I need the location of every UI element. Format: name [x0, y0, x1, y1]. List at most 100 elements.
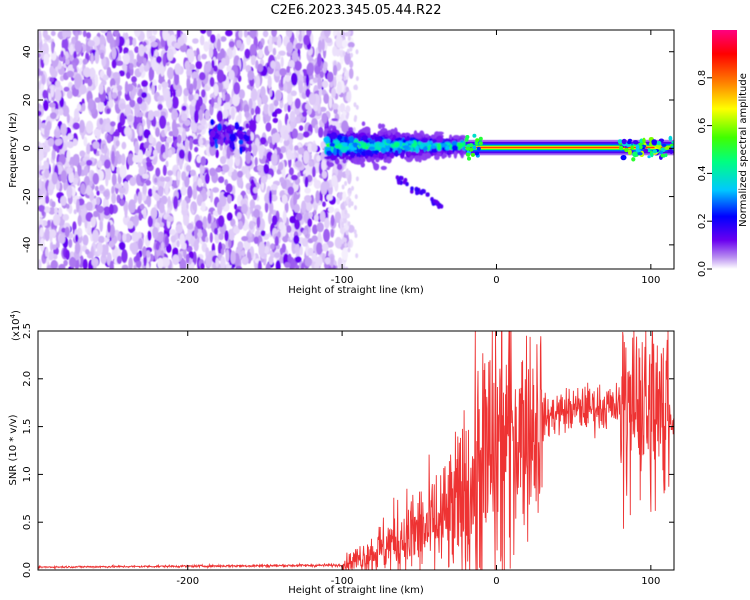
- spectrogram-blob: [343, 237, 347, 243]
- spectrogram-blob: [75, 30, 79, 42]
- spectrogram-blob: [308, 212, 313, 218]
- spectrogram-blob: [329, 124, 334, 129]
- spectrogram-blob: [475, 138, 480, 143]
- spectrogram-blob: [44, 168, 50, 179]
- spectrogram-blob: [72, 122, 80, 130]
- spectrogram-blob: [453, 150, 458, 159]
- spectrogram-blob: [270, 183, 278, 191]
- spectrogram-blob: [272, 47, 277, 56]
- spectrogram-blob: [344, 209, 348, 215]
- spectrogram-blob: [210, 130, 216, 138]
- spectrogram-blob: [54, 207, 59, 215]
- spectrogram-blob: [100, 52, 105, 60]
- spectrogram-blob: [180, 186, 187, 196]
- spectrogram-blob: [181, 129, 187, 141]
- x-tick-label: -100: [331, 576, 354, 587]
- spectrogram-blob: [431, 148, 438, 153]
- spectrogram-blob: [222, 108, 229, 119]
- spectrogram-blob: [79, 84, 87, 95]
- spectrogram-blob: [274, 252, 281, 259]
- spectrogram-blob: [235, 265, 243, 269]
- spectrogram-blob: [138, 212, 143, 221]
- spectrogram-blob: [290, 174, 298, 181]
- spectrogram-blob: [365, 150, 373, 156]
- spectrogram-blob: [195, 60, 203, 70]
- spectrogram-blob: [158, 115, 167, 129]
- spectrogram-blob: [241, 250, 246, 257]
- spectrogram-blob: [631, 157, 636, 162]
- spectrogram-blob: [451, 145, 459, 151]
- spectrogram-blob: [124, 81, 129, 95]
- spectrogram-blob: [250, 108, 255, 116]
- spectrogram-blob: [220, 36, 227, 42]
- spectrogram-blob: [173, 42, 181, 49]
- spectrogram-blob: [135, 259, 142, 269]
- spectrogram-blob: [171, 96, 179, 109]
- spectrogram-blob: [211, 59, 215, 69]
- snr-frame: [37, 330, 675, 571]
- spectrogram-blob: [55, 125, 59, 132]
- spectrogram-blob: [331, 87, 336, 99]
- spectrogram-blob: [111, 59, 117, 69]
- spectrogram-blob: [385, 138, 391, 144]
- spectrogram-blob: [164, 176, 171, 182]
- spectrogram-blob: [312, 77, 318, 84]
- spectrogram-blob: [355, 104, 359, 110]
- spectrogram-blob: [188, 93, 194, 102]
- spectrogram-blob: [286, 66, 291, 73]
- spectrogram-blob: [212, 210, 218, 216]
- spectrogram-blob: [312, 166, 316, 178]
- spectrogram-blob: [283, 103, 288, 112]
- spectrogram-blob: [627, 140, 632, 145]
- spectrogram-blob: [643, 148, 649, 153]
- spectrogram-blob: [198, 109, 204, 121]
- spectrogram-blob: [341, 247, 349, 261]
- spectrogram-blob: [44, 227, 50, 242]
- spectrogram-blob: [226, 212, 233, 221]
- spectrogram-blob: [396, 137, 403, 141]
- spectrogram-blob: [62, 30, 67, 39]
- spectrogram-blob: [106, 66, 112, 78]
- spectrogram-blob: [234, 121, 240, 130]
- spectrogram-blob: [347, 224, 355, 233]
- spectrogram-blob: [217, 202, 223, 216]
- y-tick-label: 0.5: [22, 514, 33, 530]
- spectrogram-blob: [345, 155, 350, 160]
- y-tick-label: 0: [22, 145, 33, 151]
- spectrogram-blob: [38, 52, 41, 58]
- spectrogram-blob: [142, 173, 149, 179]
- spectrogram-blob: [295, 256, 302, 263]
- spectrogram-blob: [347, 247, 351, 253]
- spectrogram-blob: [283, 129, 289, 141]
- x-tick-label: 0: [493, 275, 499, 286]
- spectrogram-blob: [131, 242, 139, 255]
- spectrogram-blob: [225, 183, 233, 193]
- spectrogram-blob: [87, 78, 93, 87]
- spectrogram-blob: [287, 91, 293, 106]
- spectrogram-blob: [150, 207, 158, 220]
- spectrogram-blob: [142, 207, 147, 220]
- spectrogram-blob: [237, 241, 244, 251]
- spectrogram-blob: [462, 146, 467, 152]
- spectrogram-blob: [59, 233, 66, 244]
- spectrogram-blob: [341, 39, 348, 48]
- spectrogram-blob: [185, 253, 190, 264]
- spectrogram-blob: [103, 144, 108, 154]
- spectrogram-blob: [96, 242, 103, 256]
- spectrogram-blob: [341, 184, 345, 190]
- spectrogram-blob: [470, 152, 475, 157]
- spectrogram-blob: [330, 131, 338, 140]
- spectrogram-blob: [138, 165, 146, 176]
- spectrogram-blob: [257, 63, 264, 72]
- spectrogram-blob: [172, 90, 176, 98]
- spectrogram-blob: [153, 110, 160, 117]
- spectrogram-blob: [54, 89, 62, 102]
- spectrogram-blob: [258, 49, 264, 59]
- spectrogram-blob: [345, 114, 349, 120]
- spectrogram-blob: [293, 203, 300, 213]
- spectrogram-blob: [271, 111, 277, 117]
- spectrogram-blob: [199, 34, 205, 46]
- spectrogram-blob: [286, 225, 292, 233]
- spectrogram-blob: [336, 81, 342, 95]
- spectrogram-blob: [129, 177, 137, 186]
